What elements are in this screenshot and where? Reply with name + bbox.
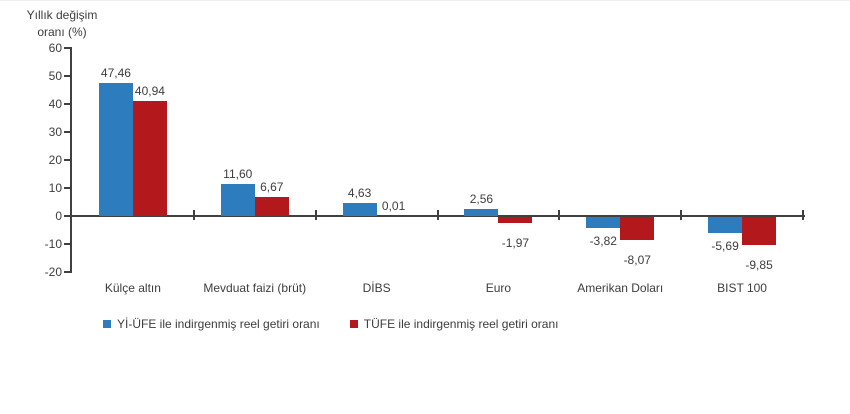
y-tick-label: 0 <box>24 209 62 223</box>
y-axis-tick <box>64 75 70 77</box>
bar-value-label: -1,97 <box>483 236 547 250</box>
x-axis-tick <box>193 210 195 220</box>
x-axis-tick <box>680 210 682 220</box>
bar <box>620 217 654 240</box>
bar <box>255 197 289 216</box>
legend-swatch-icon <box>350 320 358 328</box>
bar-value-label: 2,56 <box>449 192 513 206</box>
x-axis-tick <box>558 210 560 220</box>
y-tick-label: -10 <box>24 237 62 251</box>
bar <box>99 83 133 216</box>
bar-value-label: -9,85 <box>727 258 791 272</box>
x-axis-tick <box>802 210 804 220</box>
legend-swatch-icon <box>103 320 111 328</box>
bar <box>133 101 167 216</box>
y-tick-label: -20 <box>24 265 62 279</box>
y-tick-label: 20 <box>24 153 62 167</box>
bar-value-label: 40,94 <box>118 84 182 98</box>
bar <box>464 209 498 216</box>
y-tick-label: 40 <box>24 97 62 111</box>
y-axis-tick <box>64 215 70 217</box>
bar-value-label: 47,46 <box>84 66 148 80</box>
y-axis-tick <box>64 187 70 189</box>
y-tick-label: 30 <box>24 125 62 139</box>
bar-value-label: 0,01 <box>362 199 426 213</box>
legend-label: Yİ-ÜFE ile indirgenmiş reel getiri oranı <box>117 317 320 331</box>
bar-value-label: 11,60 <box>206 167 270 181</box>
y-axis-tick <box>64 243 70 245</box>
bar <box>742 217 776 245</box>
bar-value-label: 6,67 <box>240 180 304 194</box>
x-axis-tick <box>437 210 439 220</box>
bar <box>586 217 620 228</box>
bar <box>498 217 532 223</box>
legend-label: TÜFE ile indirgenmiş reel getiri oranı <box>364 317 559 331</box>
y-tick-label: 60 <box>24 41 62 55</box>
y-axis-line <box>70 47 72 273</box>
bar-value-label: -8,07 <box>605 253 669 267</box>
y-tick-label: 50 <box>24 69 62 83</box>
y-tick-label: 10 <box>24 181 62 195</box>
x-axis-tick <box>315 210 317 220</box>
y-axis-tick <box>64 159 70 161</box>
y-axis-tick <box>64 271 70 273</box>
bar-value-label: 4,63 <box>328 186 392 200</box>
category-label: BIST 100 <box>667 281 817 295</box>
bar <box>708 217 742 233</box>
y-axis-tick <box>64 103 70 105</box>
legend-item: TÜFE ile indirgenmiş reel getiri oranı <box>350 317 559 331</box>
y-axis-tick <box>64 47 70 49</box>
y-axis-tick <box>64 131 70 133</box>
legend-item: Yİ-ÜFE ile indirgenmiş reel getiri oranı <box>103 317 320 331</box>
legend: Yİ-ÜFE ile indirgenmiş reel getiri oranı… <box>103 317 559 331</box>
